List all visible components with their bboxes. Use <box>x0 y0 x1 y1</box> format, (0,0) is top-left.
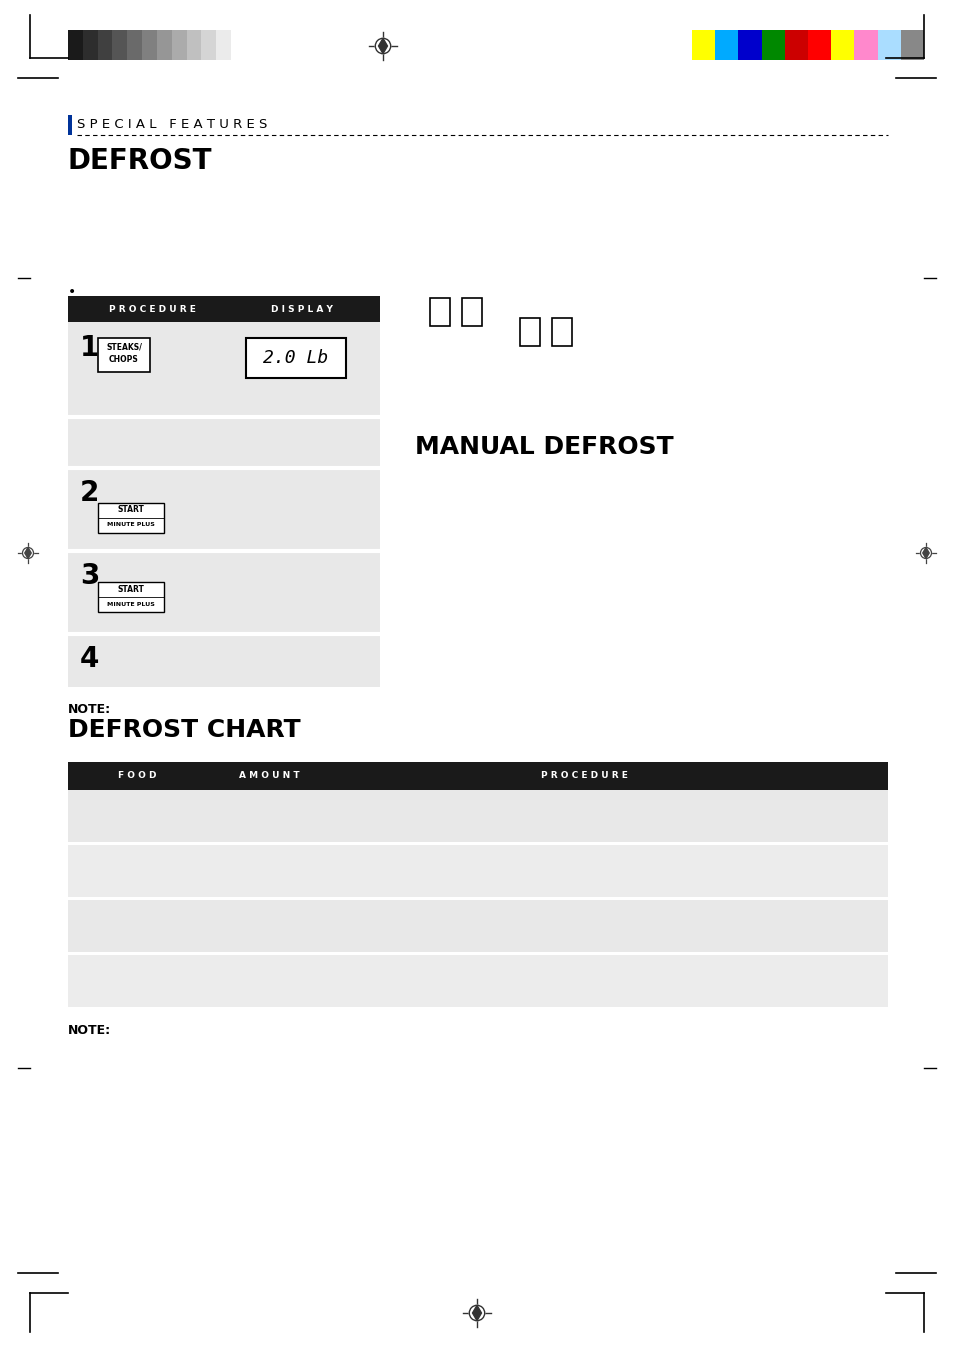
Bar <box>231 30 246 59</box>
Bar <box>830 30 854 59</box>
Bar <box>738 30 761 59</box>
Bar <box>68 469 379 551</box>
Text: STEAKS/: STEAKS/ <box>106 343 142 351</box>
Bar <box>519 317 539 346</box>
Bar <box>760 30 784 59</box>
Text: START: START <box>117 505 144 515</box>
Bar <box>68 900 887 952</box>
Text: F O O D: F O O D <box>118 771 157 781</box>
Text: A M O U N T: A M O U N T <box>238 771 299 781</box>
Polygon shape <box>25 547 31 558</box>
Bar <box>127 30 143 59</box>
Circle shape <box>23 547 33 558</box>
Bar <box>68 955 887 1006</box>
Bar <box>97 30 112 59</box>
Text: 2: 2 <box>80 480 99 507</box>
Text: MINUTE PLUS: MINUTE PLUS <box>107 523 154 527</box>
Bar <box>461 299 481 326</box>
Bar <box>877 30 901 59</box>
Circle shape <box>469 1305 484 1321</box>
Bar <box>246 338 346 378</box>
Text: DEFROST CHART: DEFROST CHART <box>68 717 300 742</box>
Bar <box>68 762 887 790</box>
Bar <box>68 115 71 135</box>
Bar <box>172 30 187 59</box>
Text: DEFROST: DEFROST <box>68 147 213 176</box>
Text: 3: 3 <box>80 562 99 590</box>
Bar <box>157 30 172 59</box>
Bar <box>68 790 887 842</box>
Text: START: START <box>117 585 144 593</box>
Bar <box>112 30 128 59</box>
Bar <box>68 30 83 59</box>
Bar <box>691 30 715 59</box>
Bar <box>900 30 923 59</box>
Bar <box>807 30 831 59</box>
Text: NOTE:: NOTE: <box>68 1024 111 1038</box>
Bar <box>98 338 150 372</box>
Text: CHOPS: CHOPS <box>109 355 139 365</box>
Bar <box>68 322 379 417</box>
Polygon shape <box>472 1305 481 1321</box>
Bar <box>83 30 98 59</box>
Text: 2.0 Lb: 2.0 Lb <box>263 349 328 367</box>
Bar <box>68 844 887 897</box>
Bar <box>854 30 877 59</box>
Text: NOTE:: NOTE: <box>68 703 111 716</box>
Bar <box>68 296 379 322</box>
Text: P R O C E D U R E: P R O C E D U R E <box>540 771 627 781</box>
Bar <box>187 30 202 59</box>
Bar <box>216 30 232 59</box>
Bar <box>68 553 379 634</box>
Polygon shape <box>378 38 387 54</box>
Text: D I S P L A Y: D I S P L A Y <box>271 304 333 313</box>
Bar <box>201 30 216 59</box>
Bar <box>430 299 450 326</box>
Polygon shape <box>922 547 928 558</box>
Circle shape <box>375 38 391 54</box>
Text: •: • <box>68 285 76 299</box>
Bar <box>68 635 379 688</box>
Bar <box>142 30 157 59</box>
Bar <box>715 30 739 59</box>
Bar <box>552 317 572 346</box>
Circle shape <box>920 547 930 558</box>
Bar <box>98 503 164 534</box>
Bar <box>784 30 807 59</box>
Text: 4: 4 <box>80 644 99 673</box>
Text: 1: 1 <box>80 334 99 362</box>
Bar <box>68 417 379 467</box>
Bar <box>98 582 164 612</box>
Text: MANUAL DEFROST: MANUAL DEFROST <box>415 435 673 459</box>
Text: MINUTE PLUS: MINUTE PLUS <box>107 601 154 607</box>
Text: P R O C E D U R E: P R O C E D U R E <box>109 304 195 313</box>
Text: S P E C I A L   F E A T U R E S: S P E C I A L F E A T U R E S <box>77 119 267 131</box>
